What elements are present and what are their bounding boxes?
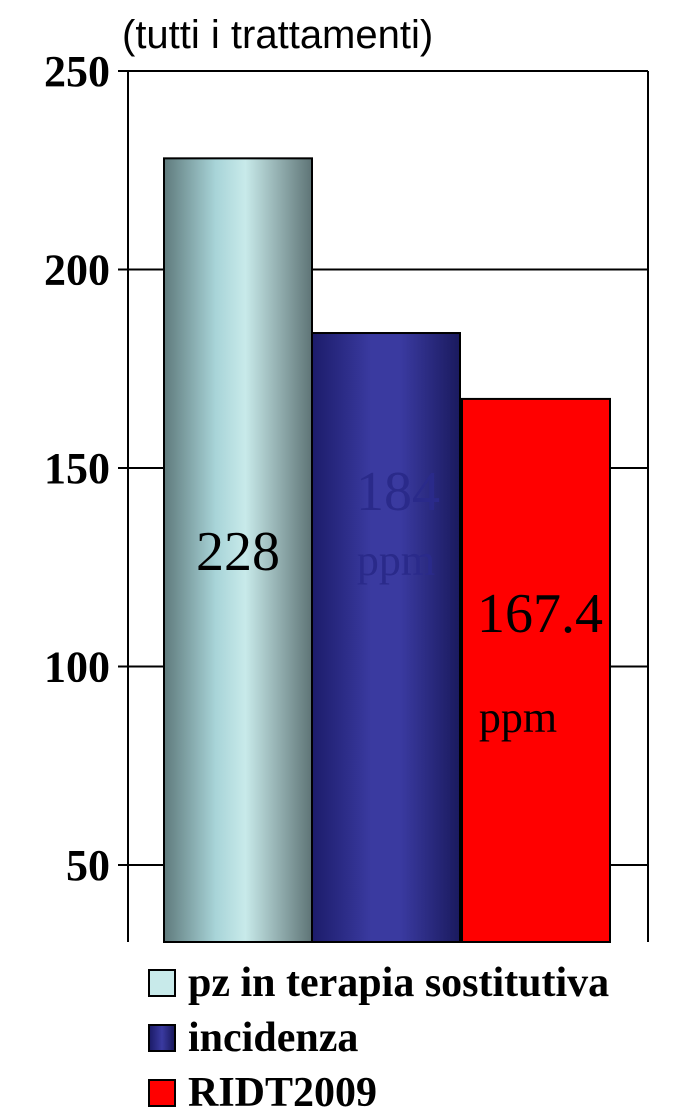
legend-swatch-series-3 <box>148 1078 176 1107</box>
data-label-3: 167.4 <box>477 583 603 645</box>
legend-label-series-1: pz in terapia sostitutiva <box>188 959 610 1006</box>
legend-label-series-2: incidenza <box>188 1014 359 1061</box>
y-tick-label-150: 150 <box>44 444 110 493</box>
y-tick-label-100: 100 <box>44 643 110 692</box>
legend-label-series-3: RIDT2009 <box>188 1069 378 1116</box>
bar-3 <box>461 397 611 943</box>
y-tick-labels: 50 100 150 200 250 <box>44 47 110 890</box>
legend-swatch-series-2 <box>148 1023 176 1052</box>
legend-item-series-2: incidenza <box>148 1010 609 1065</box>
bar-2 <box>311 332 461 943</box>
data-labels: 228 184 ppm 167.4 ppm <box>196 461 603 742</box>
legend-item-series-3: RIDT2009 <box>148 1065 609 1120</box>
legend-item-series-1: pz in terapia sostitutiva <box>148 955 609 1010</box>
y-tick-label-200: 200 <box>44 246 110 295</box>
data-label-unit-2: ppm <box>357 536 435 585</box>
data-label-2: 184 <box>356 461 440 523</box>
legend: pz in terapia sostitutiva incidenza RIDT… <box>148 955 609 1120</box>
chart-title: (tutti i trattamenti) <box>122 13 433 57</box>
bar-1 <box>163 157 313 943</box>
bars <box>163 157 611 943</box>
legend-swatch-series-1 <box>148 968 176 997</box>
data-label-1: 228 <box>196 521 280 583</box>
axes <box>118 70 649 942</box>
y-tick-label-50: 50 <box>66 841 110 890</box>
bar-chart: (tutti i trattamenti) 50 100 150 200 250 228… <box>44 13 649 943</box>
y-tick-label-250: 250 <box>44 47 110 96</box>
data-label-unit-3: ppm <box>479 693 557 742</box>
